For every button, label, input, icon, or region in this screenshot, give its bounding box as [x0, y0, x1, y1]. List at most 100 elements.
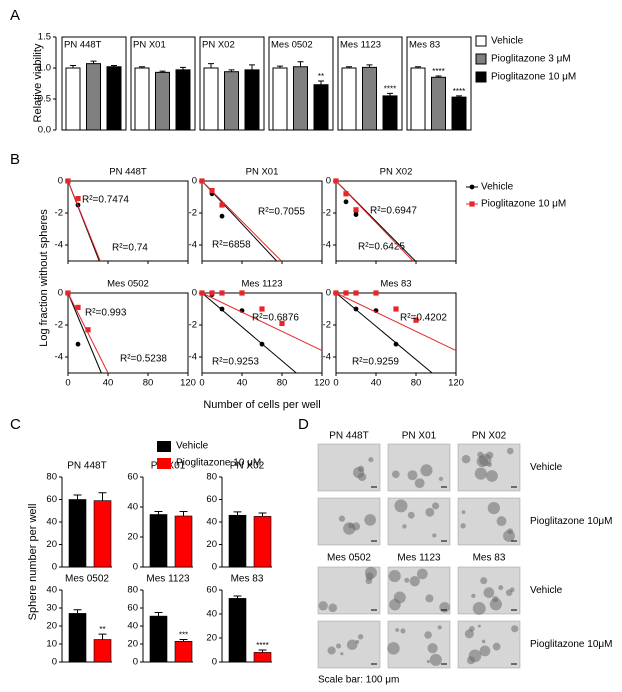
panel-label: A	[10, 7, 20, 24]
x-tick-label: 120	[448, 378, 464, 389]
r-squared: R²=0.6947	[370, 206, 417, 217]
sphere	[472, 601, 486, 615]
sphere	[414, 478, 425, 489]
legend-marker	[469, 184, 475, 190]
subplot-title: Mes 1123	[340, 40, 381, 51]
sphere	[460, 523, 466, 529]
fit-line	[201, 292, 323, 352]
y-tick-label: -4	[323, 352, 331, 363]
sphere	[487, 501, 500, 515]
fit-line	[335, 292, 433, 374]
fit-line	[201, 180, 282, 262]
sphere	[388, 569, 401, 583]
error-bar	[208, 63, 214, 68]
subplot-title: PN X02	[202, 40, 235, 51]
legend-label: Pioglitazone 10 μM	[491, 72, 576, 83]
error-bar	[139, 66, 145, 68]
image-column-title: PN 448T	[329, 431, 368, 442]
significance: **	[99, 625, 105, 634]
bar	[451, 96, 467, 131]
bar	[253, 516, 272, 568]
data-point	[85, 327, 91, 333]
sphere	[483, 587, 495, 598]
sphere	[437, 625, 442, 630]
sphere	[387, 642, 400, 655]
y-tick-label: 0	[58, 176, 63, 187]
sphere	[364, 566, 377, 579]
bar	[224, 71, 239, 131]
image-column-title: PN X02	[472, 431, 507, 442]
sphere	[391, 470, 400, 479]
data-point	[65, 290, 71, 296]
y-tick-label: 0.0	[38, 125, 51, 136]
data-point	[75, 196, 81, 202]
r-squared: R²=0.9259	[352, 357, 399, 368]
x-tick-label: 40	[237, 378, 248, 389]
legend-swatch	[475, 53, 487, 65]
data-point	[219, 202, 225, 208]
error-bar	[154, 511, 163, 515]
legend-swatch	[475, 71, 487, 83]
data-point	[219, 290, 225, 296]
bar	[293, 66, 308, 131]
sphere	[461, 510, 466, 515]
sphere	[486, 470, 498, 482]
bar	[431, 76, 446, 131]
y-tick-label: 40	[206, 517, 217, 528]
sphere	[506, 447, 514, 455]
data-point	[209, 188, 215, 194]
data-point	[353, 207, 359, 213]
subplot-title: PN 448T	[64, 40, 102, 51]
subplot-frame	[67, 292, 189, 374]
significance: ***	[179, 631, 188, 640]
subplot-title: Mes 1123	[241, 279, 282, 290]
bar	[313, 84, 329, 131]
y-tick-label: 60	[127, 603, 138, 614]
error-bar	[180, 66, 186, 70]
sphere	[336, 643, 342, 649]
error-bar	[277, 65, 283, 68]
image-row-label: Pioglitazone 10μM	[530, 639, 612, 650]
sphere	[492, 642, 501, 651]
sphere	[481, 639, 486, 644]
y-tick-label: 0	[212, 657, 217, 668]
bar	[382, 95, 398, 131]
y-tick-label: -4	[55, 352, 63, 363]
error-bar	[366, 64, 373, 68]
legend-swatch	[157, 441, 171, 452]
x-axis-title: Number of cells per well	[203, 399, 320, 411]
sphere	[407, 470, 418, 481]
significance: ****	[453, 87, 465, 96]
sphere	[355, 640, 360, 644]
y-tick-label: 20	[127, 639, 138, 650]
bar	[65, 67, 81, 131]
error-bar	[98, 492, 107, 501]
sphere	[486, 451, 494, 459]
subplot-title: PN 448T	[109, 167, 147, 178]
data-point	[219, 213, 225, 219]
error-bar	[228, 69, 235, 72]
subplot-title: PN X02	[380, 167, 413, 178]
sphere	[407, 511, 415, 519]
subplot-frame	[335, 292, 457, 374]
error-bar	[98, 633, 107, 640]
legend-label: Vehicle	[491, 36, 524, 47]
x-tick-label: 0	[65, 378, 70, 389]
bar	[93, 639, 112, 663]
panel-label: B	[10, 151, 20, 168]
y-tick-label: 20	[46, 621, 57, 632]
y-tick-label: 40	[127, 621, 138, 632]
y-tick-label: -2	[323, 208, 331, 219]
sphere	[486, 462, 492, 468]
sphere	[424, 631, 432, 639]
x-tick-label: 0	[199, 378, 204, 389]
subplot-frame	[335, 180, 457, 262]
data-point	[209, 290, 215, 296]
legend-label: Pioglitazone 10 μM	[481, 199, 566, 210]
bar	[203, 67, 219, 131]
data-point	[353, 290, 359, 296]
fit-line	[335, 292, 457, 352]
sphere	[338, 515, 346, 522]
sphere	[480, 577, 488, 585]
